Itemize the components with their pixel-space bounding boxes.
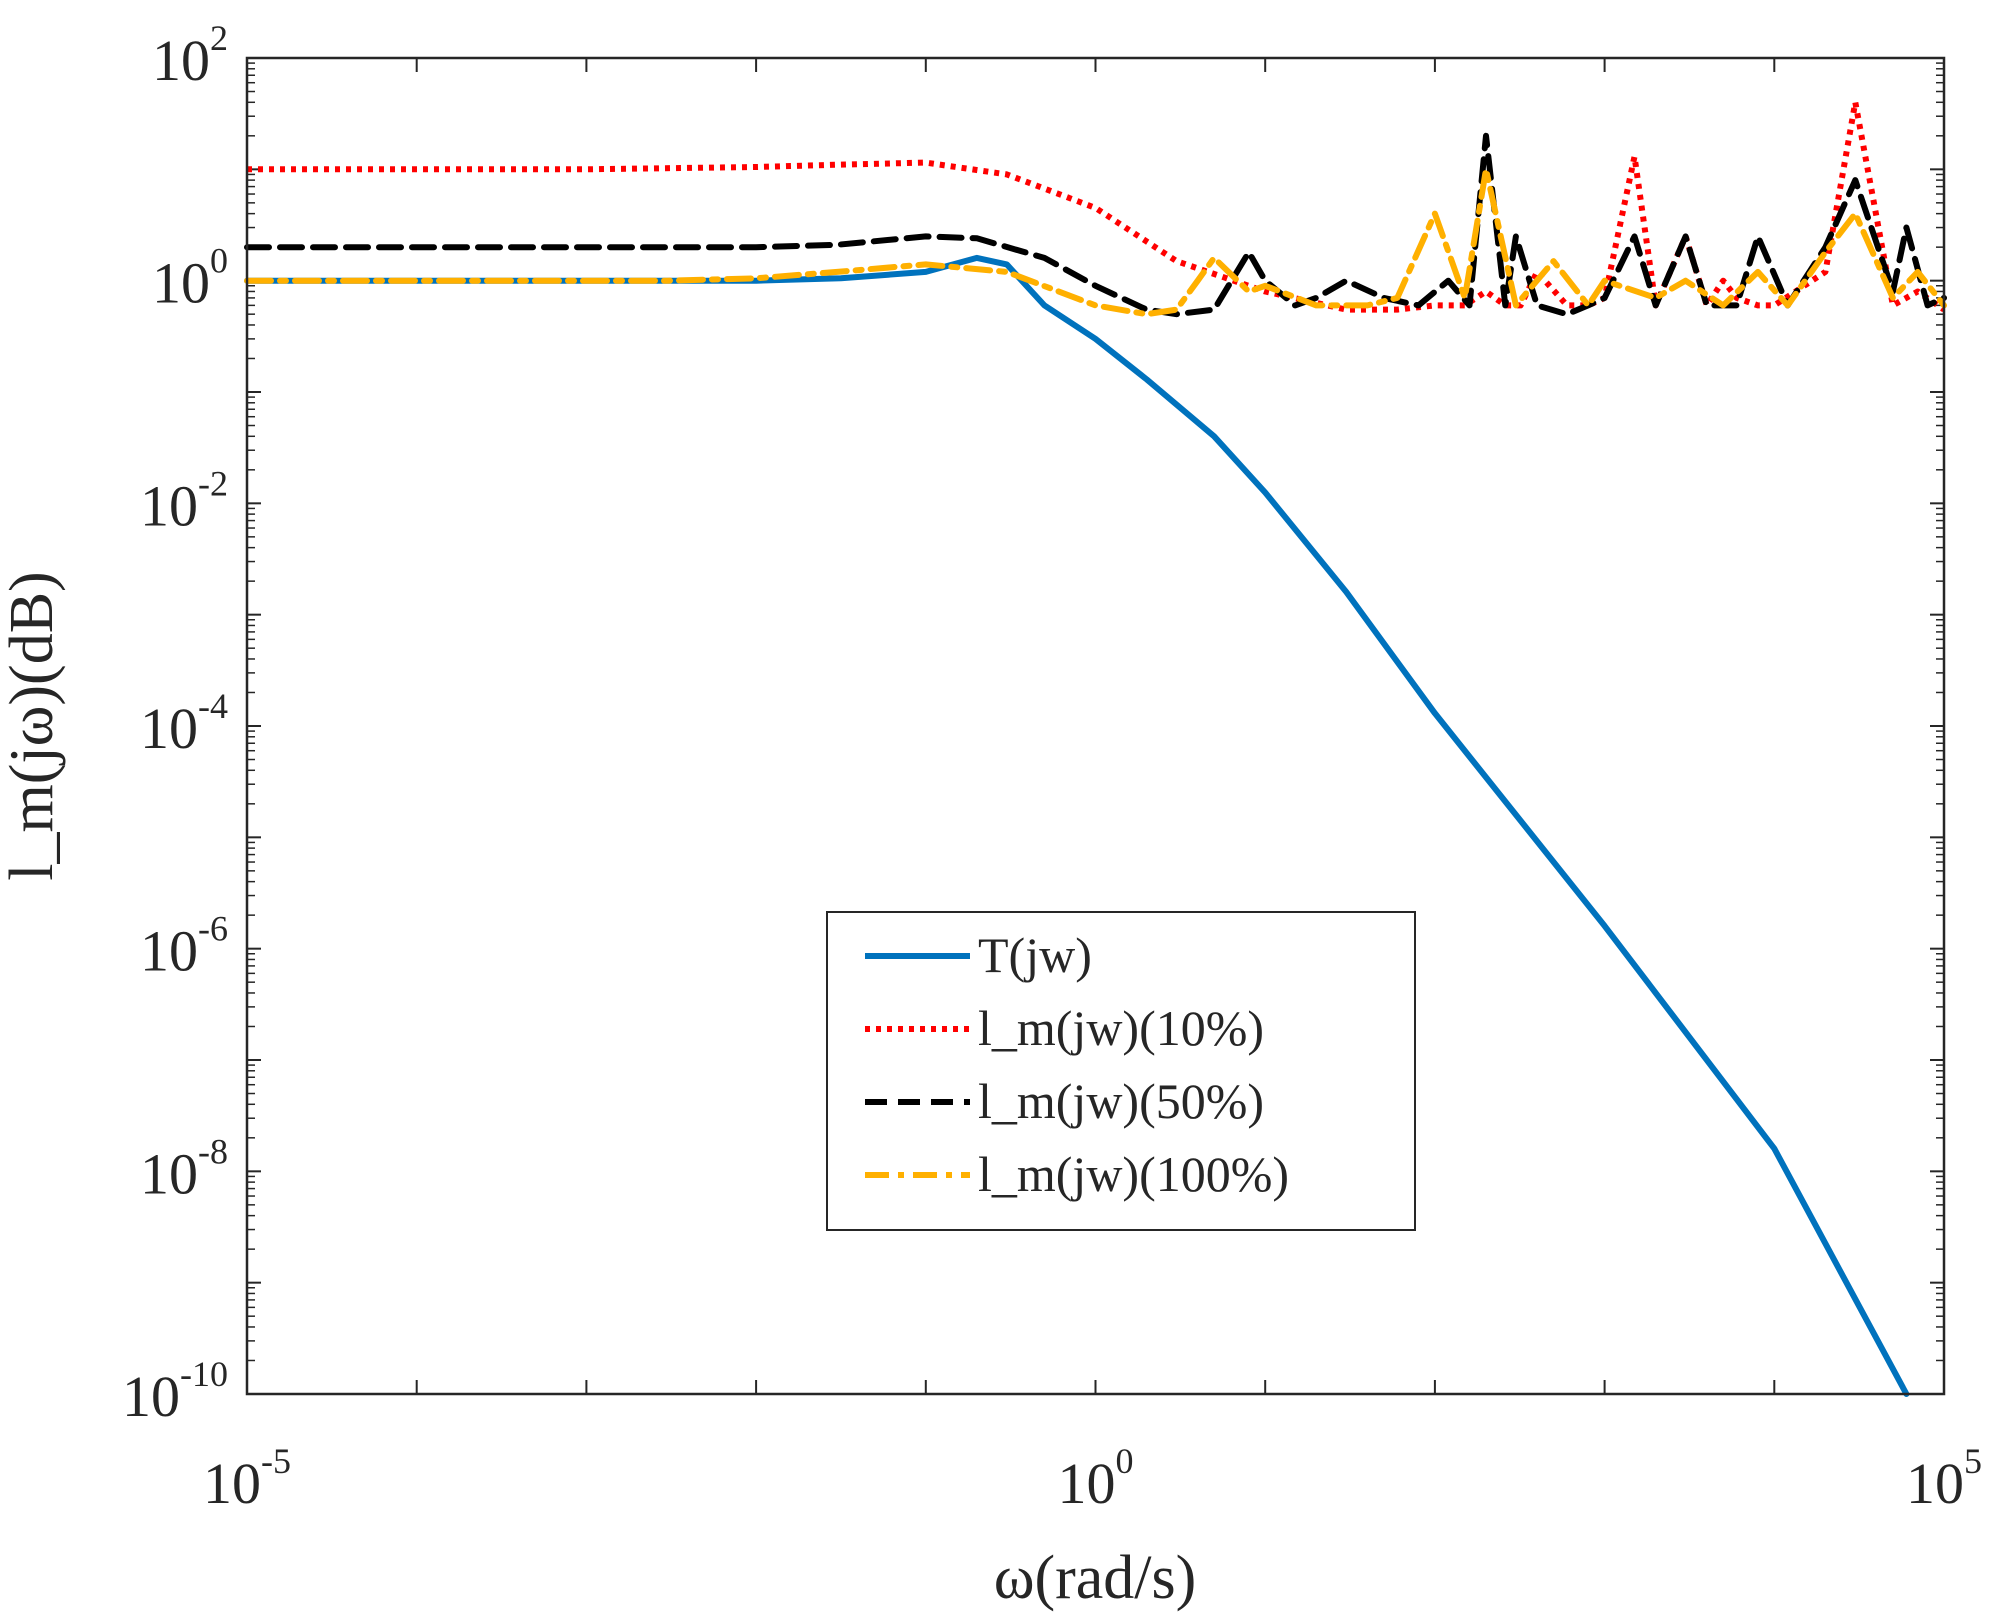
x-tick-label: 100: [1058, 1441, 1134, 1516]
x-ticks: 10-5 100 105: [203, 1441, 1982, 1516]
y-tick-label: 10-10: [122, 1354, 228, 1429]
y-ticks: 102 100 10-2 10-4 10-6 10-8 10-10: [122, 18, 228, 1429]
x-axis-label: ω(rad/s): [994, 1544, 1197, 1612]
series-line-4: [244, 166, 1947, 318]
minor-ticks: [246, 57, 1945, 1395]
y-tick-label: 10-2: [140, 463, 228, 538]
y-tick-label: 10-8: [140, 1131, 228, 1206]
legend-label-2: l_m(jw)(10%): [978, 1000, 1264, 1056]
legend: T(jw) l_m(jw)(10%) l_m(jw)(50%) l_m(jw)(100…: [826, 911, 1416, 1231]
series-line-3: [244, 132, 1947, 318]
plot-frame: [245, 56, 1946, 1396]
y-tick-label: 100: [152, 241, 228, 316]
series-line-2: [247, 99, 1946, 313]
y-tick-label: 10-4: [140, 686, 228, 761]
legend-entries: T(jw) l_m(jw)(10%) l_m(jw)(50%) l_m(jw)(100…: [865, 927, 1289, 1202]
legend-label-3: l_m(jw)(50%): [978, 1073, 1264, 1129]
y-tick-label: 102: [152, 18, 228, 93]
legend-label-1: T(jw): [978, 927, 1092, 983]
y-axis-label: l_m(jω)(dB): [0, 571, 66, 880]
x-tick-label: 10-5: [203, 1441, 291, 1516]
legend-label-4: l_m(jw)(100%): [978, 1146, 1289, 1202]
x-tick-label: 105: [1906, 1441, 1982, 1516]
y-tick-label: 10-6: [140, 909, 228, 984]
series-group: [244, 99, 1947, 1397]
